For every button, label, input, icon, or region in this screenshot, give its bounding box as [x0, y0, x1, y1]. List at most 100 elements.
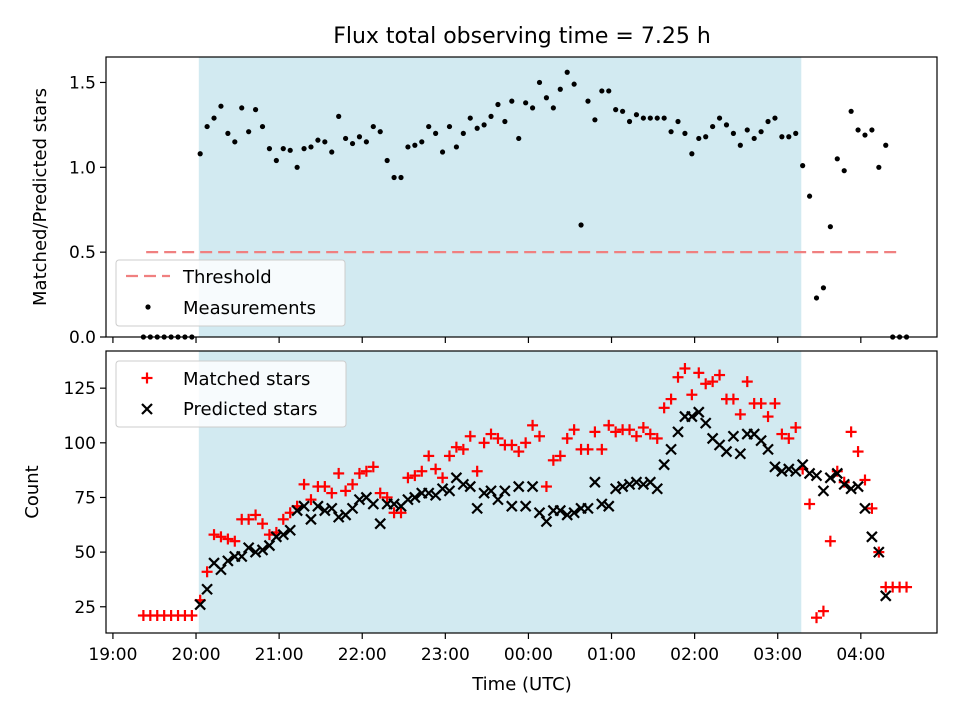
predicted-point [263, 539, 276, 552]
predicted-point [637, 478, 650, 491]
predicted-point [734, 447, 747, 460]
matched-point [769, 397, 781, 409]
measurement-point [356, 134, 363, 140]
measurement-point [516, 135, 522, 142]
measurement-point [488, 113, 494, 119]
predicted-point [589, 476, 601, 488]
legend-predicted-label: Predicted stars [183, 399, 317, 420]
predicted-point [256, 544, 269, 556]
matched-point [776, 428, 788, 440]
matched-point [416, 465, 428, 477]
top-legend: Threshold Measurements [115, 259, 346, 327]
matched-point [624, 424, 636, 436]
measurement-point [613, 107, 619, 113]
matched-point [811, 612, 823, 624]
matched-point [700, 378, 712, 390]
bottom-y-tick-label: 50 [74, 543, 96, 563]
x-tick-label: 00:00 [504, 645, 553, 665]
matched-point [201, 566, 213, 578]
measurement-points [140, 69, 910, 340]
matched-point [679, 362, 691, 374]
predicted-point [436, 482, 449, 495]
predicted-point [346, 502, 359, 515]
measurement-point [197, 151, 203, 157]
matched-point [333, 467, 345, 479]
matched-point [658, 402, 670, 414]
measurement-point [703, 134, 709, 140]
measurement-point [308, 144, 314, 150]
predicted-point [866, 531, 878, 543]
measurement-point [405, 144, 411, 150]
matched-point [409, 470, 421, 482]
matched-point [824, 535, 836, 547]
matched-point [582, 443, 594, 455]
matched-point [762, 411, 774, 423]
predicted-point [409, 491, 421, 504]
top-panel-ticks: 0.0 0.5 1.0 1.5 [69, 73, 862, 348]
predicted-point [582, 502, 594, 515]
matched-point [471, 465, 483, 477]
predicted-point [769, 461, 781, 473]
predicted-point [325, 502, 338, 515]
measurement-point [523, 100, 529, 106]
measurement-point [301, 146, 307, 152]
x-tick-label: 03:00 [753, 645, 802, 665]
predicted-point [222, 555, 234, 567]
predicted-point [838, 478, 850, 491]
predicted-point [720, 445, 733, 458]
matched-point [430, 463, 442, 475]
predicted-point [305, 513, 317, 526]
matched-point [534, 430, 546, 442]
predicted-point [672, 426, 684, 438]
measurement-point [626, 118, 633, 125]
matched-point [250, 509, 262, 521]
measurement-point [315, 137, 321, 143]
measurement-point [661, 115, 667, 121]
legend-predicted-marker [141, 403, 153, 415]
predicted-point [776, 465, 788, 478]
measurement-point [529, 105, 536, 111]
measurement-point [557, 86, 563, 92]
predicted-point [602, 500, 615, 512]
matched-point [755, 397, 767, 409]
matched-point [859, 474, 871, 486]
measurement-point [398, 174, 404, 181]
predicted-point [464, 480, 477, 493]
matched-point [589, 426, 601, 438]
predicted-point [623, 478, 636, 491]
matched-point [305, 494, 317, 506]
measurement-point [571, 81, 577, 87]
chart-title: Flux total observing time = 7.25 h [333, 24, 711, 49]
predicted-point [422, 487, 435, 499]
bottom-y-tick-label: 25 [74, 598, 96, 618]
legend-matched-label: Matched stars [183, 369, 310, 390]
bottom-legend-box [115, 360, 347, 428]
predicted-point [658, 458, 670, 471]
measurement-point [252, 107, 259, 113]
measurement-point [668, 129, 674, 135]
predicted-point [512, 480, 525, 493]
matched-point [547, 454, 559, 466]
matched-point [208, 529, 220, 541]
measurement-point [412, 142, 418, 148]
predicted-point [533, 506, 546, 519]
matched-point [651, 432, 663, 444]
legend-measurements-label: Measurements [183, 298, 316, 319]
measurement-point [370, 123, 376, 130]
predicted-point [485, 485, 497, 497]
top-y-tick-label: 1.0 [69, 158, 96, 178]
measurement-point [779, 134, 785, 140]
measurement-point [599, 88, 605, 94]
predicted-point [402, 493, 414, 506]
measurement-point [883, 142, 889, 148]
predicted-point [291, 504, 303, 517]
measurement-point [689, 151, 695, 157]
matched-point [693, 367, 705, 379]
matched-point [734, 408, 746, 420]
bottom-legend: Matched stars Predicted stars [115, 360, 347, 428]
matched-point [568, 424, 580, 436]
measurement-point [730, 130, 737, 136]
predicted-point [810, 469, 823, 482]
measurement-point [751, 135, 757, 142]
predicted-point [249, 546, 262, 558]
